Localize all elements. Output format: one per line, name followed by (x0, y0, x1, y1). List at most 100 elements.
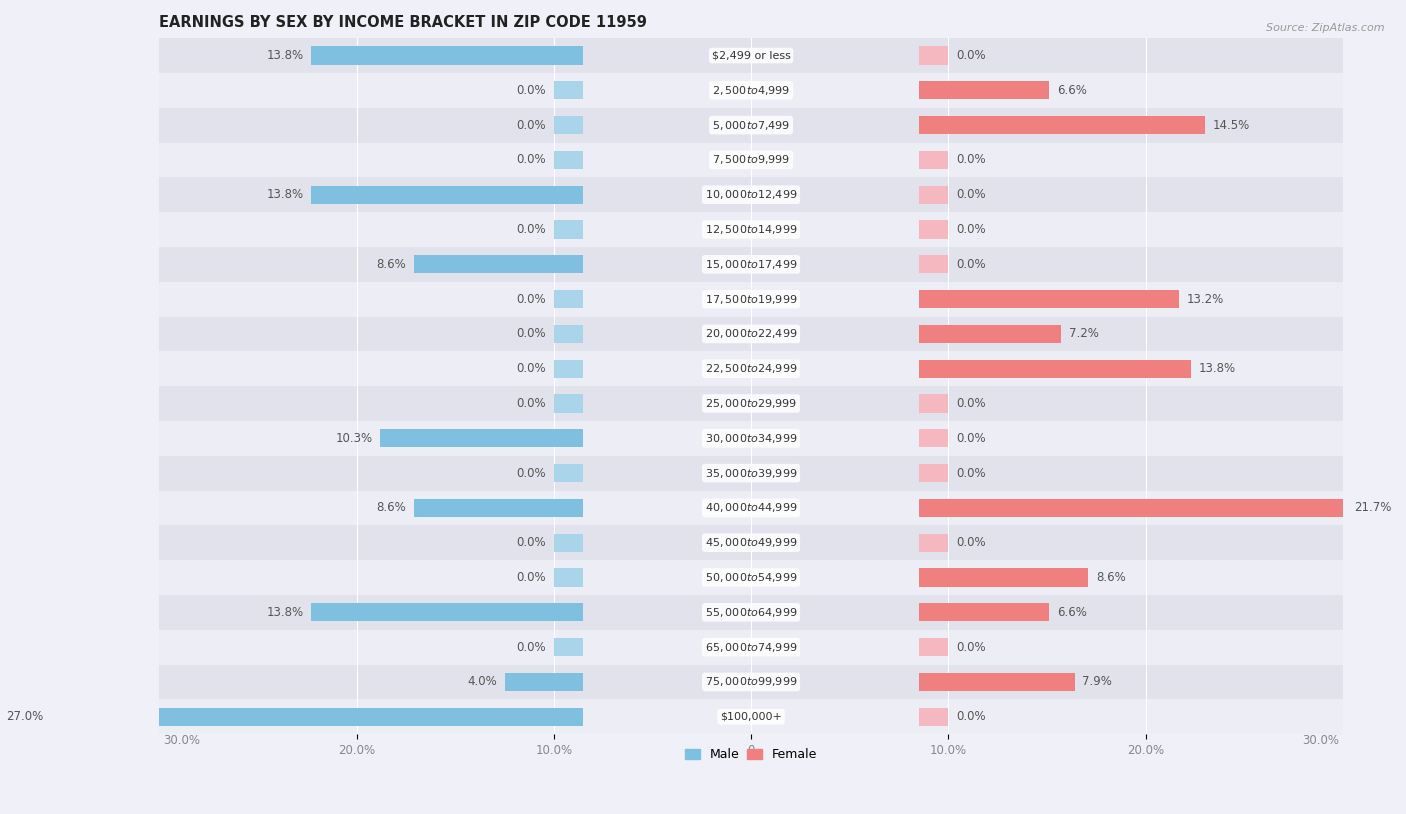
Text: $30,000 to $34,999: $30,000 to $34,999 (704, 432, 797, 444)
Text: 7.2%: 7.2% (1069, 327, 1098, 340)
Bar (159, 142, 1343, 177)
Bar (918, 673, 1074, 691)
Text: 0.0%: 0.0% (516, 153, 546, 166)
Text: 0.0%: 0.0% (516, 571, 546, 584)
Text: 0.0%: 0.0% (956, 397, 986, 410)
Bar (159, 212, 1343, 247)
Text: $45,000 to $49,999: $45,000 to $49,999 (704, 536, 797, 549)
Text: 4.0%: 4.0% (467, 676, 496, 689)
Text: 10.3%: 10.3% (335, 432, 373, 444)
Text: 27.0%: 27.0% (6, 711, 44, 724)
Text: $10,000 to $12,499: $10,000 to $12,499 (704, 188, 797, 201)
Text: 14.5%: 14.5% (1212, 119, 1250, 132)
Bar (159, 317, 1343, 352)
Text: $17,500 to $19,999: $17,500 to $19,999 (704, 292, 797, 305)
Bar (918, 395, 948, 413)
Bar (918, 46, 948, 64)
Bar (159, 630, 1343, 664)
Bar (554, 116, 583, 134)
Bar (311, 186, 583, 204)
Bar (918, 81, 1049, 99)
Bar (918, 707, 948, 726)
Bar (554, 568, 583, 587)
Text: 0.0%: 0.0% (956, 536, 986, 549)
Text: 30.0%: 30.0% (1302, 733, 1339, 746)
Text: 0.0%: 0.0% (516, 327, 546, 340)
Text: 13.8%: 13.8% (266, 49, 304, 62)
Text: 0.0%: 0.0% (956, 466, 986, 479)
Text: $22,500 to $24,999: $22,500 to $24,999 (704, 362, 797, 375)
Text: 7.9%: 7.9% (1083, 676, 1112, 689)
Text: 13.2%: 13.2% (1187, 292, 1225, 305)
Bar (159, 560, 1343, 595)
Bar (918, 290, 1180, 309)
Text: 0.0%: 0.0% (516, 397, 546, 410)
Bar (413, 256, 583, 274)
Text: 6.6%: 6.6% (1057, 84, 1087, 97)
Text: $2,500 to $4,999: $2,500 to $4,999 (711, 84, 790, 97)
Bar (918, 638, 948, 656)
Bar (159, 177, 1343, 212)
Bar (554, 221, 583, 239)
Text: $55,000 to $64,999: $55,000 to $64,999 (704, 606, 797, 619)
Bar (159, 247, 1343, 282)
Bar (918, 568, 1088, 587)
Bar (159, 595, 1343, 630)
Bar (311, 46, 583, 64)
Text: 13.8%: 13.8% (266, 188, 304, 201)
Bar (918, 186, 948, 204)
Text: 0.0%: 0.0% (516, 292, 546, 305)
Text: 0.0%: 0.0% (956, 153, 986, 166)
Text: 8.6%: 8.6% (377, 501, 406, 514)
Bar (554, 325, 583, 343)
Bar (159, 352, 1343, 386)
Bar (159, 525, 1343, 560)
Text: 0.0%: 0.0% (516, 641, 546, 654)
Text: EARNINGS BY SEX BY INCOME BRACKET IN ZIP CODE 11959: EARNINGS BY SEX BY INCOME BRACKET IN ZIP… (159, 15, 647, 30)
Text: $100,000+: $100,000+ (720, 711, 782, 722)
Bar (554, 360, 583, 378)
Text: 8.6%: 8.6% (1097, 571, 1126, 584)
Text: 0.0%: 0.0% (516, 466, 546, 479)
Bar (159, 282, 1343, 317)
Text: $65,000 to $74,999: $65,000 to $74,999 (704, 641, 797, 654)
Bar (918, 429, 948, 448)
Bar (918, 534, 948, 552)
Text: 13.8%: 13.8% (1199, 362, 1236, 375)
Text: 21.7%: 21.7% (1354, 501, 1392, 514)
Text: 13.8%: 13.8% (266, 606, 304, 619)
Bar (918, 464, 948, 482)
Bar (918, 221, 948, 239)
Text: $5,000 to $7,499: $5,000 to $7,499 (711, 119, 790, 132)
Legend: Male, Female: Male, Female (679, 743, 823, 766)
Text: 0.0%: 0.0% (516, 84, 546, 97)
Bar (554, 290, 583, 309)
Bar (159, 699, 1343, 734)
Bar (554, 638, 583, 656)
Text: 0.0%: 0.0% (956, 641, 986, 654)
Bar (159, 107, 1343, 142)
Text: $75,000 to $99,999: $75,000 to $99,999 (704, 676, 797, 689)
Text: $20,000 to $22,499: $20,000 to $22,499 (704, 327, 797, 340)
Bar (159, 73, 1343, 107)
Bar (918, 360, 1191, 378)
Text: $7,500 to $9,999: $7,500 to $9,999 (711, 153, 790, 166)
Text: 0.0%: 0.0% (516, 223, 546, 236)
Text: 0.0%: 0.0% (956, 258, 986, 271)
Bar (554, 151, 583, 169)
Bar (311, 603, 583, 621)
Text: 0.0%: 0.0% (516, 362, 546, 375)
Text: 0.0%: 0.0% (516, 536, 546, 549)
Bar (918, 256, 948, 274)
Text: Source: ZipAtlas.com: Source: ZipAtlas.com (1267, 23, 1385, 33)
Text: 0.0%: 0.0% (956, 432, 986, 444)
Bar (505, 673, 583, 691)
Bar (159, 456, 1343, 491)
Text: 0.0%: 0.0% (516, 119, 546, 132)
Bar (159, 664, 1343, 699)
Text: $2,499 or less: $2,499 or less (711, 50, 790, 60)
Text: $50,000 to $54,999: $50,000 to $54,999 (704, 571, 797, 584)
Text: $40,000 to $44,999: $40,000 to $44,999 (704, 501, 797, 514)
Bar (918, 325, 1060, 343)
Bar (554, 81, 583, 99)
